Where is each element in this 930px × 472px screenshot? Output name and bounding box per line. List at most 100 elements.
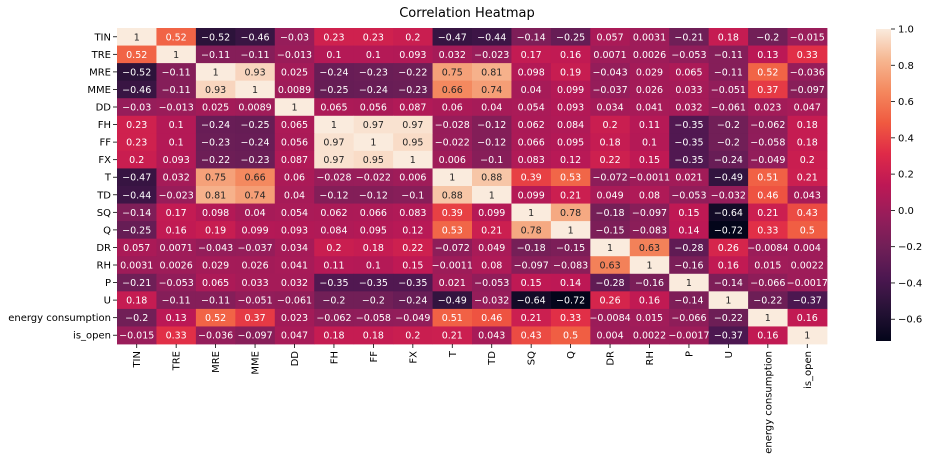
colorbar-tick-label: 0.8 (898, 61, 914, 72)
heatmap-cell-is_open-Q (550, 326, 591, 345)
cell-value-label: −0.036 (198, 331, 233, 342)
cell-value-label: 0.099 (478, 208, 505, 219)
cell-value-label: 1 (646, 261, 652, 272)
heatmap-cell-is_open-MME (235, 326, 276, 345)
heatmap-cell-is_open-FH (314, 326, 355, 345)
y-tick-label: T (104, 173, 112, 184)
heatmap-cell-T-DR (590, 168, 631, 187)
heatmap-cell-FX-energy-consumption (748, 150, 788, 169)
heatmap-cell-Q-MRE (195, 221, 236, 240)
heatmap-cell-U-FX (393, 291, 433, 310)
cell-value-label: 1 (291, 103, 297, 114)
heatmap-cell-MRE-TIN (117, 63, 157, 82)
cell-value-label: 0.093 (281, 225, 308, 236)
heatmap-cell-TIN-energy-consumption (748, 28, 788, 46)
heatmap-cell-energy-consumption-DR (590, 308, 631, 327)
cell-value-label: 0.032 (439, 50, 466, 61)
cell-value-label: 0.043 (478, 331, 505, 342)
cell-value-label: −0.03 (122, 103, 151, 114)
heatmap-cell-energy-consumption-TRE (156, 308, 197, 327)
cell-value-label: 0.087 (399, 103, 426, 114)
cell-value-label: 0.18 (599, 138, 620, 149)
heatmap-cell-energy-consumption-RH (629, 308, 670, 327)
cell-value-label: −0.12 (319, 190, 348, 201)
cell-value-label: 0.043 (794, 190, 821, 201)
cell-value-label: 0.04 (244, 208, 265, 219)
cell-value-label: 0.047 (281, 331, 308, 342)
y-tick-label: P (105, 278, 111, 289)
cell-value-label: 1 (765, 313, 771, 324)
heatmap-cell-RH-MRE (195, 256, 236, 275)
heatmap-cell-U-FH (314, 291, 355, 310)
heatmap-cell-MME-DD (274, 80, 315, 99)
heatmap-cell-T-energy-consumption (748, 168, 788, 187)
heatmap-cell-FH-FF (353, 115, 394, 134)
cell-value-label: −0.22 (201, 155, 230, 166)
cell-value-label: 0.2 (405, 331, 420, 342)
cell-value-label: −0.0017 (787, 278, 828, 289)
cell-value-label: 0.098 (518, 67, 545, 78)
colorbar-tick-label: −0.4 (898, 278, 922, 289)
cell-value-label: 0.78 (521, 225, 542, 236)
cell-value-label: 0.26 (718, 243, 739, 254)
cell-value-label: 0.2 (405, 32, 420, 43)
heatmap-cell-FH-SQ (511, 115, 552, 134)
cell-value-label: 0.056 (360, 103, 387, 114)
x-tick-label: Q (566, 351, 577, 359)
heatmap-cell-SQ-MME (235, 203, 276, 222)
heatmap-cell-U-MRE (195, 291, 236, 310)
cell-value-label: 0.004 (596, 331, 623, 342)
cell-value-label: 0.0026 (633, 50, 666, 61)
cell-value-label: 0.08 (481, 261, 502, 272)
heatmap-cell-DD-FH (314, 98, 355, 117)
cell-value-label: 0.095 (557, 138, 584, 149)
cell-value-label: −0.35 (674, 138, 703, 149)
cell-value-label: 0.21 (521, 313, 542, 324)
cell-value-label: −0.28 (674, 243, 703, 254)
heatmap-cell-TRE-TRE (156, 45, 197, 64)
cell-value-label: −0.46 (122, 85, 151, 96)
heatmap-cell-TIN-DR (590, 28, 631, 46)
heatmap-cell-FX-FF (353, 150, 394, 169)
heatmap-cell-TIN-Q (550, 28, 591, 46)
heatmap-cell-DR-DD (274, 238, 315, 257)
heatmap-cell-U-T (432, 291, 473, 310)
y-tick-label: DD (96, 103, 112, 114)
heatmap-cell-FH-DR (590, 115, 631, 134)
heatmap-cell-P-DD (274, 273, 315, 292)
cell-value-label: 0.099 (241, 225, 268, 236)
heatmap-cell-TD-TRE (156, 186, 197, 204)
cell-value-label: 0.33 (797, 50, 818, 61)
cell-value-label: −0.2 (125, 313, 148, 324)
heatmap-cell-FH-MME (235, 115, 276, 134)
cell-value-label: −0.083 (553, 261, 588, 272)
heatmap-cell-FF-Q (550, 133, 591, 152)
heatmap-cell-energy-consumption-DD (274, 308, 315, 327)
cell-value-label: 0.057 (596, 32, 623, 43)
cell-value-label: 0.18 (323, 331, 344, 342)
x-tick-label: TD (487, 351, 498, 366)
heatmap-cell-TRE-FH (314, 45, 355, 64)
heatmap-cells (117, 28, 828, 345)
cell-value-label: −0.058 (356, 313, 391, 324)
cell-value-label: −0.24 (359, 85, 388, 96)
cell-value-label: 0.23 (126, 138, 147, 149)
heatmap-cell-DR-MME (235, 238, 276, 257)
cell-value-label: 0.63 (599, 261, 620, 272)
heatmap-cell-FX-RH (629, 150, 670, 169)
cell-value-label: 0.33 (757, 225, 778, 236)
x-tick-label: T (448, 350, 459, 358)
colorbar-tick-label: 0.2 (898, 170, 914, 181)
cell-value-label: 0.12 (402, 225, 423, 236)
heatmap-cell-TD-TIN (117, 186, 157, 204)
cell-value-label: −0.03 (280, 32, 309, 43)
cell-value-label: 0.16 (718, 261, 739, 272)
heatmap-cell-U-TD (472, 291, 512, 310)
y-tick-label: DR (96, 243, 111, 254)
cell-value-label: 0.06 (442, 103, 463, 114)
cell-value-label: −0.16 (674, 261, 703, 272)
cell-value-label: −0.52 (122, 67, 151, 78)
cell-value-label: 0.0026 (160, 261, 193, 272)
cell-value-label: 0.1 (326, 50, 341, 61)
